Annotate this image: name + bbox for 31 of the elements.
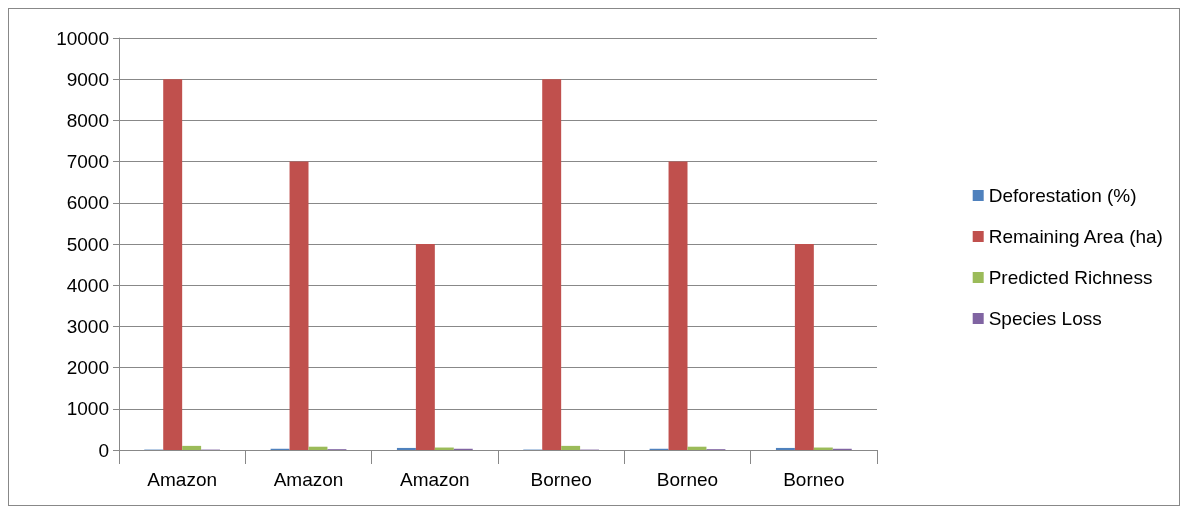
y-tick-label: 7000: [66, 151, 109, 173]
x-tick-label: Borneo: [656, 469, 719, 490]
x-tick-label: Borneo: [530, 469, 592, 490]
y-tick-label: 4000: [66, 274, 109, 296]
legend-label: Species Loss: [988, 308, 1102, 329]
bar: [542, 79, 562, 450]
bar: [668, 161, 688, 450]
x-tick-label: Amazon: [273, 469, 344, 490]
legend-label: Predicted Richness: [988, 267, 1153, 288]
y-tick-label: 2000: [66, 357, 109, 379]
y-tick-label: 3000: [66, 315, 109, 337]
x-tick-label: Amazon: [399, 469, 470, 490]
y-tick-label: 9000: [66, 68, 109, 90]
bar: [396, 447, 416, 450]
bar: [794, 244, 814, 450]
y-tick-label: 1000: [66, 398, 109, 420]
legend-label: Deforestation (%): [988, 185, 1137, 206]
bar: [415, 244, 435, 450]
y-tick-label: 10000: [56, 27, 109, 49]
y-tick-label: 8000: [66, 109, 109, 131]
bar: [775, 447, 795, 450]
bar: [561, 445, 581, 450]
x-tick-label: Borneo: [783, 469, 845, 490]
y-tick-label: 5000: [66, 233, 109, 255]
legend-label: Remaining Area (ha): [988, 226, 1163, 247]
y-tick-label: 6000: [66, 192, 109, 214]
x-tick-label: Amazon: [147, 469, 218, 490]
bar: [289, 161, 309, 450]
bar: [163, 79, 183, 450]
bar: [182, 445, 202, 450]
y-tick-label: 0: [98, 439, 109, 461]
